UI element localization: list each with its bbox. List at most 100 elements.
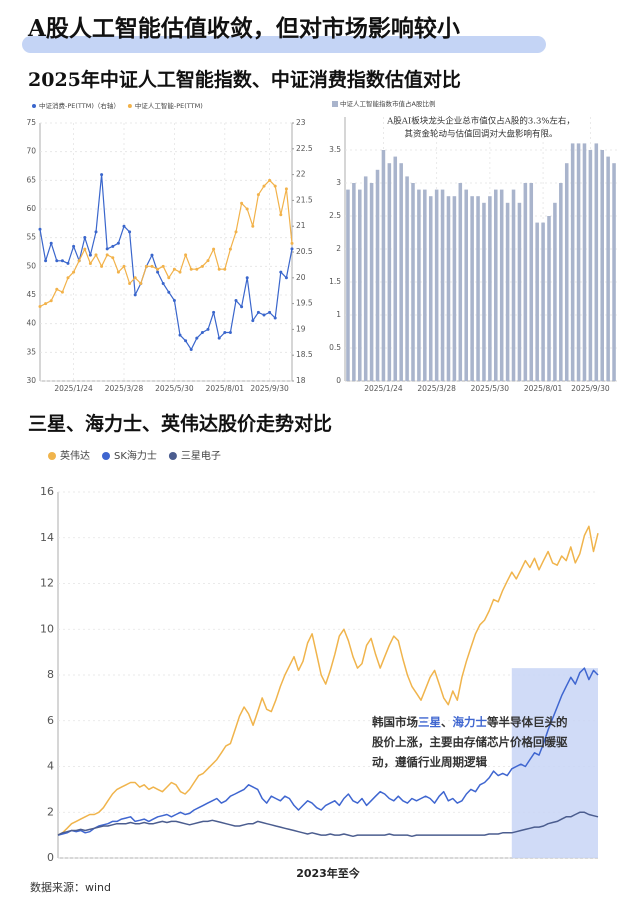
point: [189, 348, 193, 352]
point: [234, 230, 238, 234]
point: [156, 270, 160, 274]
y-tick-label: 8: [47, 668, 54, 681]
bar: [505, 202, 510, 381]
bar: [529, 183, 534, 381]
series-line: [57, 525, 599, 836]
point: [122, 224, 126, 228]
y-tick-label: 45: [26, 290, 36, 299]
point: [133, 293, 137, 297]
y2-tick-label: 20: [296, 273, 306, 282]
point: [72, 270, 76, 274]
bar: [405, 176, 409, 381]
x-tick-label: 2025/8/01: [206, 384, 245, 393]
point: [279, 270, 283, 274]
bar: [547, 216, 551, 381]
point: [49, 241, 53, 245]
point: [228, 330, 232, 334]
bar: [594, 143, 599, 381]
bar: [411, 183, 415, 381]
bar: [570, 143, 575, 381]
point: [273, 316, 277, 320]
point: [262, 184, 266, 188]
y2-tick-label: 20.5: [296, 247, 313, 256]
point: [94, 230, 98, 234]
bar: [541, 222, 545, 381]
annotation-part: 三星: [418, 715, 441, 729]
y-tick-label: 2.5: [329, 211, 341, 220]
x-tick-label: 2025/1/24: [364, 384, 403, 393]
point: [206, 259, 210, 263]
point: [268, 310, 272, 314]
bar: [582, 143, 587, 381]
legend-label: SK海力士: [114, 449, 157, 462]
point: [139, 282, 143, 286]
annotation-part: 、: [441, 715, 453, 729]
x-tick-label: 2025/1/24: [54, 384, 93, 393]
y-tick-label: 65: [26, 175, 36, 184]
y-tick-label: 16: [40, 485, 54, 498]
bar: [499, 189, 504, 381]
bar: [535, 222, 539, 381]
bar: [346, 189, 350, 381]
y-tick-label: 70: [26, 147, 36, 156]
y-tick-label: 6: [47, 714, 54, 727]
point: [150, 253, 154, 257]
point: [273, 184, 277, 188]
bar: [559, 183, 563, 381]
point: [66, 276, 70, 280]
legend-swatch: [48, 452, 56, 460]
point: [72, 244, 76, 248]
x-tick-label: 2025/5/30: [155, 384, 194, 393]
y2-tick-label: 21.5: [296, 195, 313, 204]
point: [38, 304, 42, 308]
bar: [423, 189, 427, 381]
x-tick-label: 2025/3/28: [417, 384, 456, 393]
x-tick-label: 2025/9/30: [250, 384, 289, 393]
source: 数据来源：wind: [30, 880, 111, 894]
point: [217, 267, 221, 271]
section-title: 2025年中证人工智能指数、中证消费指数估值对比: [28, 68, 461, 91]
point: [195, 336, 199, 340]
y-tick-label: 3: [336, 178, 341, 187]
point: [223, 330, 227, 334]
bar: [564, 163, 569, 381]
point: [184, 339, 188, 343]
bar: [434, 189, 439, 381]
point: [240, 305, 244, 309]
bar: [440, 189, 445, 381]
bar: [399, 163, 403, 381]
y-tick-label: 55: [26, 233, 36, 242]
point: [116, 270, 120, 274]
point: [83, 247, 87, 251]
y-tick-label: 12: [40, 577, 54, 590]
bar: [464, 189, 468, 381]
highlight-region: [511, 668, 598, 858]
bar: [358, 189, 362, 381]
bar: [446, 196, 451, 381]
point: [133, 276, 137, 280]
point: [55, 287, 59, 291]
y2-tick-label: 18: [296, 376, 306, 385]
point: [77, 259, 81, 263]
point: [172, 299, 176, 303]
point: [88, 253, 92, 257]
point: [212, 247, 216, 251]
legend-swatch: [168, 452, 177, 460]
x-tick-label: 2025/5/30: [471, 384, 510, 393]
point: [66, 261, 70, 265]
point: [268, 178, 272, 182]
bar: [576, 143, 581, 381]
point: [100, 264, 104, 268]
legend-swatch: [32, 104, 36, 108]
point: [240, 201, 244, 205]
bar: [588, 150, 593, 381]
point: [150, 264, 154, 268]
point: [290, 247, 294, 251]
point: [49, 299, 53, 303]
section-title: 三星、海力士、英伟达股价走势对比: [28, 412, 332, 435]
series-line: [39, 174, 293, 351]
y-tick-label: 1: [336, 310, 341, 319]
series-line: [39, 179, 293, 308]
bar: [417, 189, 421, 381]
point: [94, 253, 98, 257]
